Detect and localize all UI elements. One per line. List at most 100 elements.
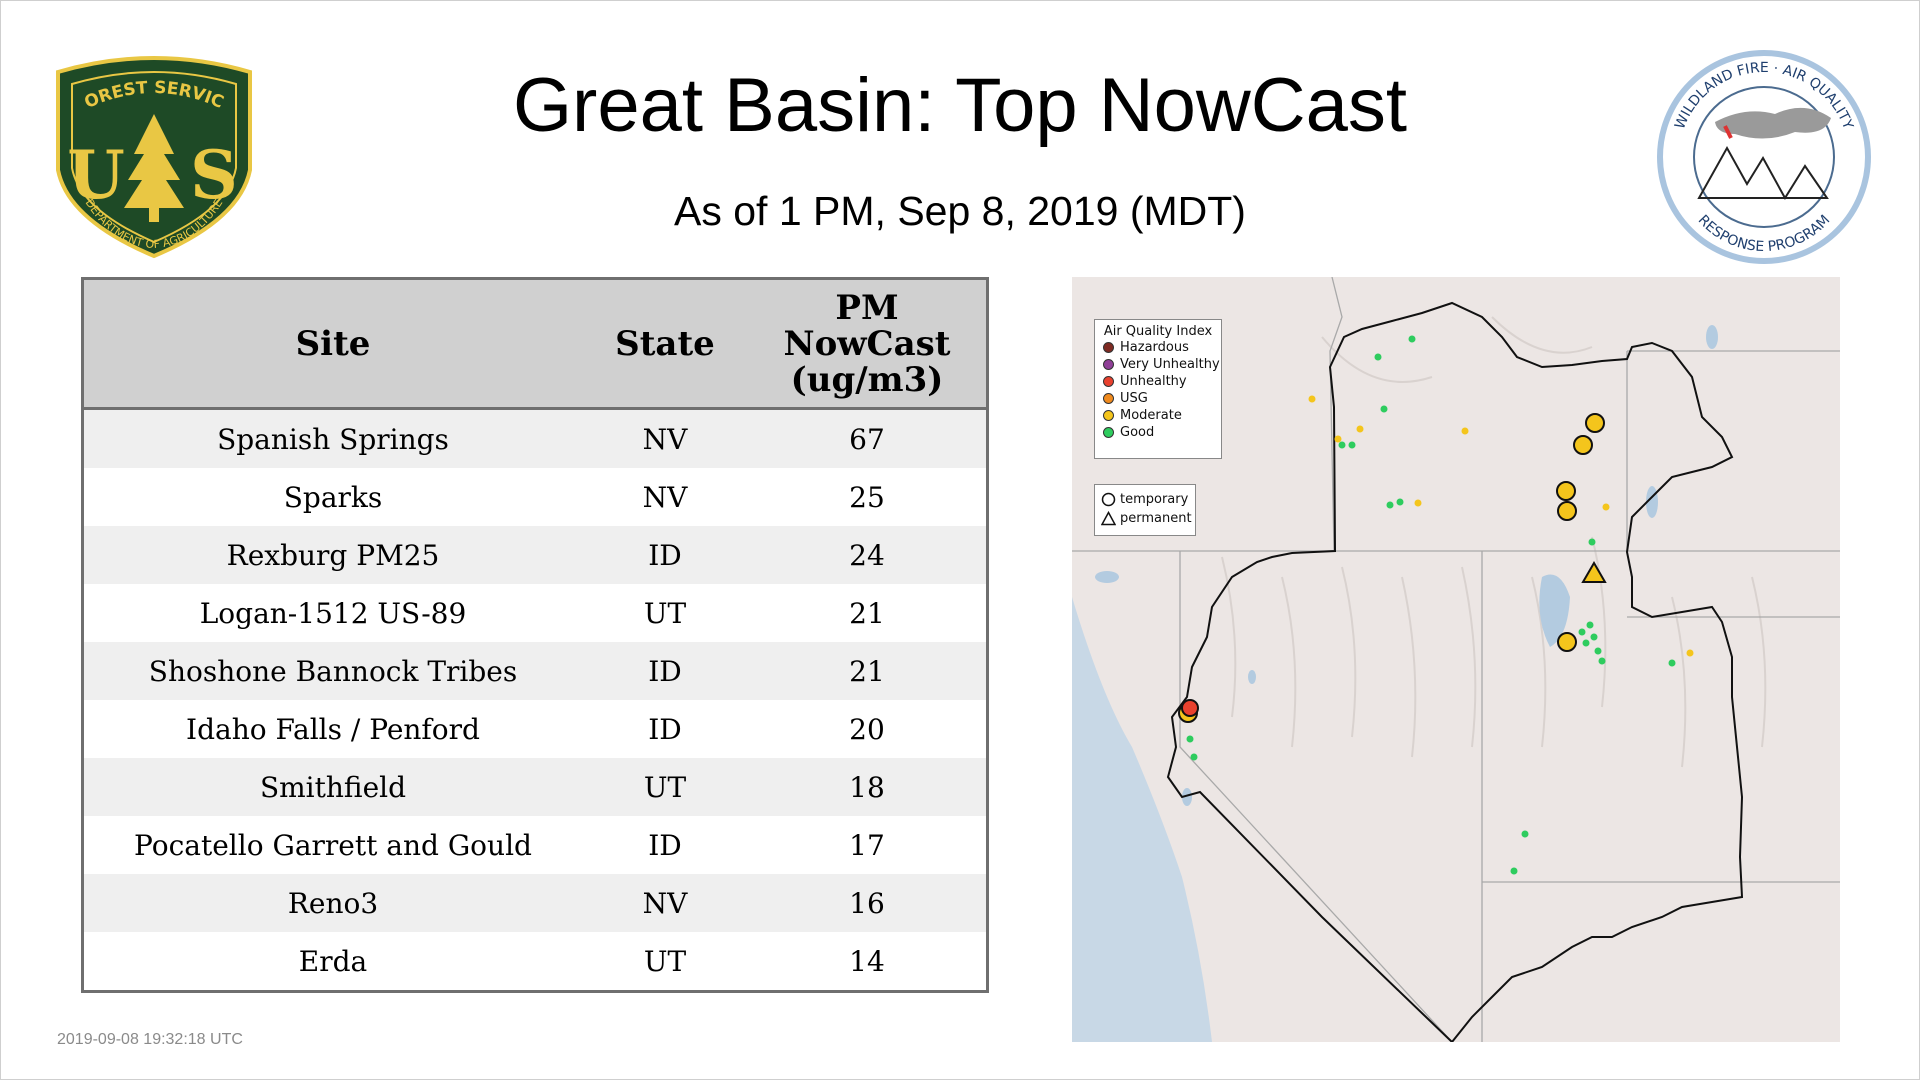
cell-site: Logan-1512 US-89 xyxy=(199,596,467,630)
great-basin-map: Air Quality Index Hazardous Very Unhealt… xyxy=(1072,277,1840,1042)
legend-label: USG xyxy=(1120,391,1148,406)
cell-pm: 17 xyxy=(849,828,885,862)
monitor-good xyxy=(1588,538,1596,546)
timestamp: 2019-09-08 19:32:18 UTC xyxy=(57,1031,243,1048)
column-header-pm: PM NowCast (ug/m3) xyxy=(748,290,986,398)
swatch-usg xyxy=(1103,393,1114,404)
legend-item-permanent: permanent xyxy=(1095,509,1195,528)
legend-title: Air Quality Index xyxy=(1103,324,1213,339)
monitor-good xyxy=(1668,659,1676,667)
legend-item-temporary: temporary xyxy=(1095,490,1195,509)
cell-site: Spanish Springs xyxy=(217,422,449,456)
legend-label: Moderate xyxy=(1120,408,1182,423)
legend-item-usg: USG xyxy=(1095,390,1221,407)
cell-pm: 67 xyxy=(849,422,885,456)
cell-state: UT xyxy=(643,944,687,978)
table-row: Shoshone Bannock Tribes ID 21 xyxy=(84,642,986,700)
triangle-icon xyxy=(1101,511,1116,526)
legend-item-hazardous: Hazardous xyxy=(1095,339,1221,356)
monitor-moderate-permanent xyxy=(1581,561,1607,583)
legend-item-very-unhealthy: Very Unhealthy xyxy=(1095,356,1221,373)
monitor-markers xyxy=(1178,335,1694,875)
monitor-good xyxy=(1521,830,1529,838)
monitor-good xyxy=(1582,639,1590,647)
cell-state: ID xyxy=(648,828,682,862)
monitor-good xyxy=(1348,441,1356,449)
cell-site: Pocatello Garrett and Gould xyxy=(134,828,532,862)
monitor-good xyxy=(1586,621,1594,629)
monitor-good xyxy=(1338,441,1346,449)
monitor-moderate xyxy=(1414,499,1422,507)
page-subtitle: As of 1 PM, Sep 8, 2019 (MDT) xyxy=(674,188,1246,234)
legend-item-good: Good xyxy=(1095,424,1221,441)
table-row: Logan-1512 US-89 UT 21 xyxy=(84,584,986,642)
monitor-good xyxy=(1510,867,1518,875)
monitor-moderate xyxy=(1356,425,1364,433)
cell-pm: 24 xyxy=(849,538,885,572)
legend-label: Unhealthy xyxy=(1120,374,1187,389)
monitor-moderate xyxy=(1686,649,1694,657)
table-header: Site State PM NowCast (ug/m3) xyxy=(84,280,986,410)
monitor-moderate xyxy=(1602,503,1610,511)
table-row: Spanish Springs NV 67 xyxy=(84,410,986,468)
monitor-moderate-temporary xyxy=(1585,413,1605,433)
monitor-good xyxy=(1186,735,1194,743)
swatch-very-unhealthy xyxy=(1103,359,1114,370)
monitor-moderate xyxy=(1308,395,1316,403)
cell-pm: 20 xyxy=(849,712,885,746)
cell-site: Idaho Falls / Penford xyxy=(186,712,480,746)
legend-label: Hazardous xyxy=(1120,340,1189,355)
table-row: Smithfield UT 18 xyxy=(84,758,986,816)
cell-pm: 14 xyxy=(849,944,885,978)
monitor-unhealthy-temporary xyxy=(1181,699,1199,717)
cell-state: UT xyxy=(643,770,687,804)
cell-state: ID xyxy=(648,538,682,572)
monitor-good xyxy=(1396,498,1404,506)
cell-state: NV xyxy=(642,422,688,456)
monitor-good xyxy=(1578,628,1586,636)
cell-state: NV xyxy=(642,480,688,514)
monitor-type-legend: temporary permanent xyxy=(1094,484,1196,536)
pm-header-line: PM xyxy=(835,287,899,328)
cell-site: Sparks xyxy=(283,480,383,514)
pm-header-line: (ug/m3) xyxy=(790,359,944,400)
swatch-good xyxy=(1103,427,1114,438)
legend-label: permanent xyxy=(1120,511,1192,526)
cell-site: Rexburg PM25 xyxy=(226,538,440,572)
monitor-good xyxy=(1594,647,1602,655)
cell-state: ID xyxy=(648,654,682,688)
legend-item-unhealthy: Unhealthy xyxy=(1095,373,1221,390)
table-row: Sparks NV 25 xyxy=(84,468,986,526)
table-body: Spanish Springs NV 67 Sparks NV 25 Rexbu… xyxy=(84,410,986,990)
monitor-good xyxy=(1598,657,1606,665)
cell-state: ID xyxy=(648,712,682,746)
column-header-state: State xyxy=(615,323,715,364)
monitor-moderate-temporary xyxy=(1556,481,1576,501)
swatch-moderate xyxy=(1103,410,1114,421)
svg-text:S: S xyxy=(190,136,238,214)
monitor-good xyxy=(1190,753,1198,761)
monitor-moderate xyxy=(1461,427,1469,435)
cell-pm: 16 xyxy=(849,886,885,920)
monitor-good xyxy=(1380,405,1388,413)
cell-pm: 21 xyxy=(849,654,885,688)
table-row: Pocatello Garrett and Gould ID 17 xyxy=(84,816,986,874)
monitor-moderate-temporary xyxy=(1557,632,1577,652)
pm-header-line: NowCast xyxy=(783,323,951,364)
cell-site: Erda xyxy=(298,944,368,978)
swatch-unhealthy xyxy=(1103,376,1114,387)
legend-item-moderate: Moderate xyxy=(1095,407,1221,424)
page-title: Great Basin: Top NowCast xyxy=(512,63,1408,148)
monitor-moderate xyxy=(1334,435,1342,443)
cell-state: UT xyxy=(643,596,687,630)
table-row: Idaho Falls / Penford ID 20 xyxy=(84,700,986,758)
legend-label: temporary xyxy=(1120,492,1189,507)
column-header-site: Site xyxy=(295,323,371,364)
monitor-good xyxy=(1386,501,1394,509)
swatch-hazardous xyxy=(1103,342,1114,353)
wildland-fire-air-quality-logo: WILDLAND FIRE · AIR QUALITY RESPONSE PRO… xyxy=(1657,50,1871,264)
state-boundaries xyxy=(1072,277,1840,1042)
nowcast-table: Site State PM NowCast (ug/m3) Spanish Sp… xyxy=(81,277,989,993)
aqi-legend: Air Quality Index Hazardous Very Unhealt… xyxy=(1094,319,1222,459)
table-row: Rexburg PM25 ID 24 xyxy=(84,526,986,584)
